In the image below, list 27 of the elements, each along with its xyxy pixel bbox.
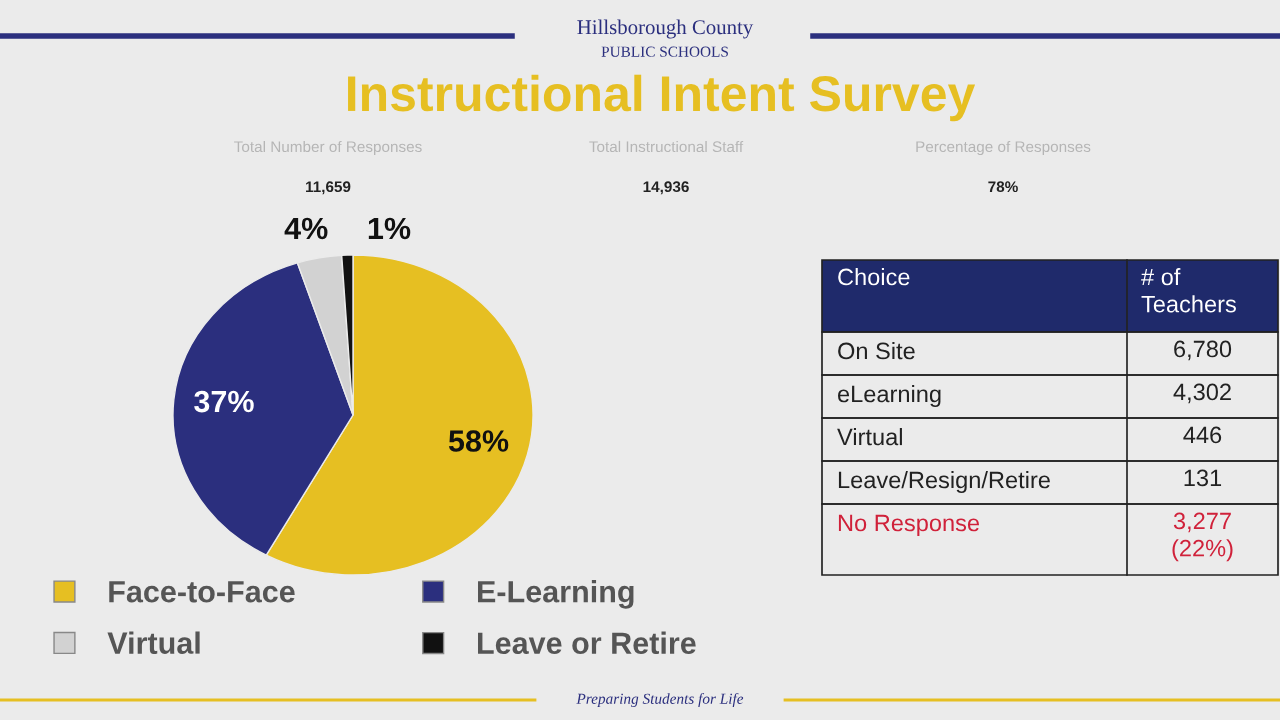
text: 78% <box>988 181 1018 193</box>
category-label: Leave/Resign/Retire <box>838 470 1050 493</box>
legend-label: E-Learning <box>478 580 634 609</box>
data-label: 6,780 <box>1174 340 1232 361</box>
legend-label: Virtual <box>107 631 200 654</box>
category-label: eLearning <box>838 384 941 407</box>
text: 14,936 <box>643 181 689 195</box>
text: Hillsborough County <box>577 19 754 39</box>
text: 11,659 <box>306 181 351 195</box>
chart-title: Instructional Intent Survey <box>348 74 976 122</box>
data-label: 37% <box>194 390 254 413</box>
data-label: 4,302 <box>1173 383 1231 404</box>
text: PUBLIC SCHOOLS <box>601 46 728 57</box>
data-label: 131 <box>1184 469 1222 487</box>
data-label: 1% <box>368 217 411 240</box>
legend-label: Face-to-Face <box>109 581 295 603</box>
text: Choice <box>838 268 910 286</box>
category-label: On Site <box>838 341 915 360</box>
category-label: No Response <box>838 514 980 536</box>
text: Preparing Students for Life <box>576 692 744 708</box>
legend-label: Leave or Retire <box>478 631 696 655</box>
data-label: 4% <box>284 217 328 240</box>
data-label: 446 <box>1183 426 1222 444</box>
data-label: 3,277 (22%) <box>1172 512 1233 562</box>
text: # of Teachers <box>1141 268 1236 313</box>
data-label: 58% <box>448 430 509 452</box>
category-label: Virtual <box>837 427 902 446</box>
